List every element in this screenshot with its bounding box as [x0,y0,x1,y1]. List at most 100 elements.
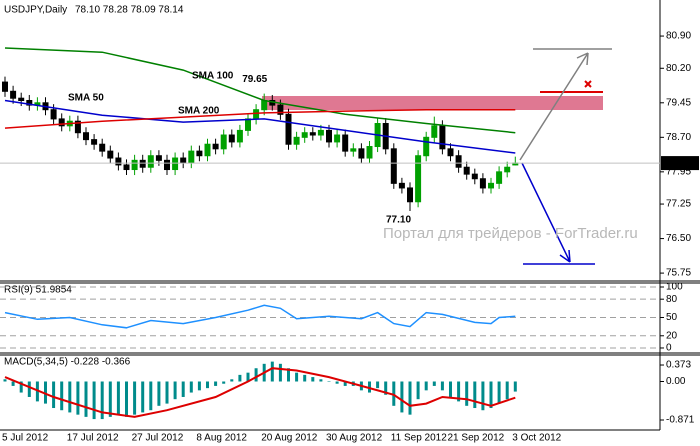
macd-bar [343,381,347,386]
macd-bar [157,381,161,406]
candle-body [488,182,494,189]
macd-bar [457,381,461,402]
last-price-label: 78.14 [664,158,689,169]
candle-body [342,134,349,152]
candle-body [293,136,300,145]
y-tick-label: 80 [666,294,678,305]
candle-body [131,159,138,171]
annotation: 77.10 [386,215,411,226]
x-tick-label: 20 Aug 2012 [261,433,318,444]
candle-body [317,129,324,136]
candle-body [301,132,308,138]
macd-bar [116,381,120,415]
macd-bar [287,368,290,382]
macd-bar [254,368,258,382]
candle-body [83,132,89,141]
macd-bar [173,381,177,400]
sma-line [4,47,516,134]
candle-body [26,99,33,106]
candle-body [155,155,162,161]
candle-body [2,81,8,92]
y-tick-label: 80.20 [666,63,691,74]
macd-bar [392,381,396,406]
watermark: Портал для трейдеров - ForTrader.ru [383,225,638,242]
macd-bar [35,381,39,402]
macd-bar [311,377,315,382]
macd-bar [327,381,331,383]
candle-body [58,118,65,127]
y-tick-label: 100 [666,282,683,293]
macd-bar [222,381,226,384]
candle-body [423,136,430,157]
cross-mark [584,80,592,88]
sma-label: SMA 200 [178,106,220,117]
macd-bar [19,381,23,393]
macd-bar [335,381,339,384]
resistance-zone [262,96,603,110]
macd-bar [319,379,323,382]
candle-body [455,155,462,168]
macd-bar [368,381,371,393]
macd-bar [68,381,72,413]
macd-bar [440,381,444,391]
candle-body [439,125,446,150]
candle-body [147,155,154,168]
sma-label: SMA 100 [192,71,234,82]
y-tick-label: 76.50 [666,233,691,244]
candle-body [228,134,235,143]
y-tick-label: 77.95 [666,166,691,177]
candle-body [91,139,98,145]
macd-bar [214,381,218,386]
macd-bar [149,381,153,411]
macd-bar [84,381,88,417]
macd-bar [449,381,452,397]
annotation: 79.65 [242,74,267,85]
candle-body [50,109,57,120]
candle-body [180,157,187,164]
y-tick-label: 0 [666,343,672,354]
macd-bar [230,379,234,382]
y-tick-label: 0.373 [666,360,691,371]
y-tick-label: 50 [666,312,678,323]
candle-body [358,148,365,159]
macd-bar [27,381,31,397]
candle-body [431,125,438,138]
candle-body [74,120,81,134]
candle-body [479,178,486,189]
down-arrow [521,162,571,263]
macd-bar [206,381,209,389]
candle-body [172,157,179,171]
candle-body [285,113,292,145]
candle-body [407,187,413,203]
y-tick-label: 77.25 [666,199,691,210]
sma-line [4,99,516,154]
candle-body [463,166,470,175]
candle-body [220,134,227,150]
candle-body [471,173,478,180]
candle-body [309,132,316,136]
candle-body [447,148,454,157]
candle-body [99,143,106,152]
macd-bar [197,381,201,391]
macd-bar [246,372,250,382]
candle-body [107,150,114,159]
y-tick-label: 20 [666,330,678,341]
sma-line [4,108,516,129]
macd-bar [400,381,404,413]
rsi-line [4,304,516,329]
candle-body [139,159,146,168]
macd-bar [513,381,517,392]
macd-bar [100,381,104,420]
candle-body [204,143,211,157]
candle-body [253,109,260,120]
macd-bar [108,381,112,417]
macd-bar [133,381,137,415]
macd-bar [165,381,169,404]
macd-bar [416,381,420,400]
x-tick-label: 17 Jul 2012 [67,433,119,444]
candle-body [123,164,130,171]
macd-bar [424,381,428,391]
candle-body [415,155,422,203]
candle-body [188,150,195,164]
